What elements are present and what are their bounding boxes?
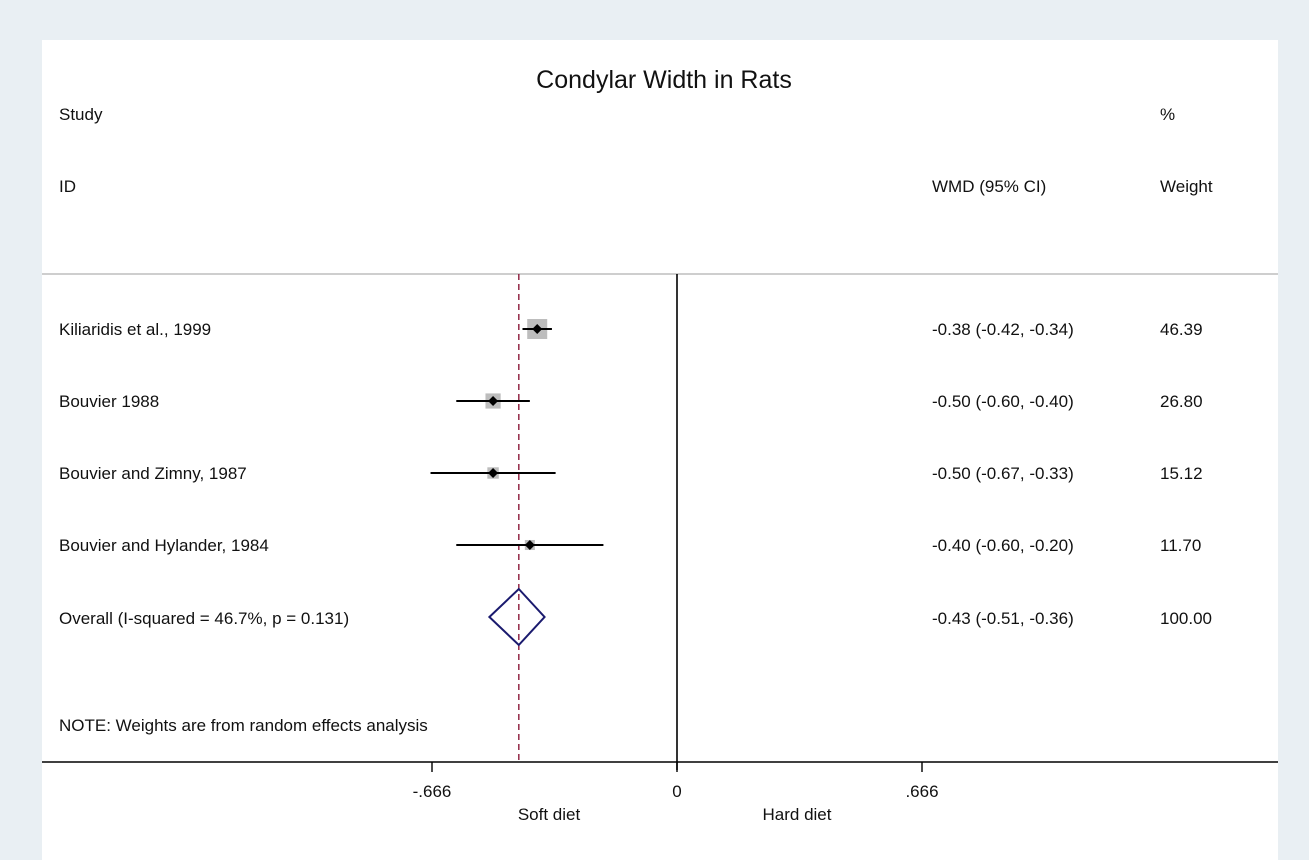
study-weight-text: 46.39 — [1160, 320, 1203, 339]
overall-label: Overall (I-squared = 46.7%, p = 0.131) — [59, 609, 349, 628]
favours-right-label: Hard diet — [763, 805, 832, 824]
x-tick-label: .666 — [905, 782, 938, 801]
study-effect-text: -0.50 (-0.60, -0.40) — [932, 392, 1074, 411]
study-label: Bouvier 1988 — [59, 392, 159, 411]
weight-header-line2: Weight — [1160, 177, 1213, 196]
study-row: Bouvier and Hylander, 1984 -0.40 (-0.60, … — [59, 536, 1201, 555]
study-effect-text: -0.38 (-0.42, -0.34) — [932, 320, 1074, 339]
x-axis-ticks: -.666 0 .666 — [413, 762, 939, 801]
study-weight-text: 11.70 — [1160, 536, 1201, 555]
weight-header-line1: % — [1160, 105, 1175, 124]
study-header-line1: Study — [59, 105, 103, 124]
effect-header: WMD (95% CI) — [932, 177, 1046, 196]
chart-title: Condylar Width in Rats — [536, 66, 792, 94]
study-row: Kiliaridis et al., 1999 -0.38 (-0.42, -0.… — [59, 319, 1203, 339]
overall-diamond — [487, 587, 546, 647]
study-label: Kiliaridis et al., 1999 — [59, 320, 211, 339]
x-tick-label: -.666 — [413, 782, 452, 801]
overall-weight-text: 100.00 — [1160, 609, 1212, 628]
favours-left-label: Soft diet — [518, 805, 581, 824]
x-tick-label: 0 — [672, 782, 681, 801]
plot-background — [42, 40, 1278, 860]
study-weight-text: 26.80 — [1160, 392, 1203, 411]
study-point-estimate — [488, 396, 499, 406]
study-point-estimate — [524, 540, 535, 550]
study-rows: Kiliaridis et al., 1999 -0.38 (-0.42, -0.… — [59, 319, 1203, 555]
overall-effect-text: -0.43 (-0.51, -0.36) — [932, 609, 1074, 628]
study-row: Bouvier and Zimny, 1987 -0.50 (-0.67, -0.… — [59, 464, 1203, 483]
study-weight-text: 15.12 — [1160, 464, 1203, 483]
study-effect-text: -0.40 (-0.60, -0.20) — [932, 536, 1074, 555]
study-row: Bouvier 1988 -0.50 (-0.60, -0.40) 26.80 — [59, 392, 1203, 411]
study-label: Bouvier and Hylander, 1984 — [59, 536, 269, 555]
study-label: Bouvier and Zimny, 1987 — [59, 464, 247, 483]
study-point-estimate — [532, 324, 543, 334]
study-effect-text: -0.50 (-0.67, -0.33) — [932, 464, 1074, 483]
study-header-line2: ID — [59, 177, 76, 196]
study-point-estimate — [488, 468, 499, 478]
weights-note: NOTE: Weights are from random effects an… — [59, 716, 428, 735]
